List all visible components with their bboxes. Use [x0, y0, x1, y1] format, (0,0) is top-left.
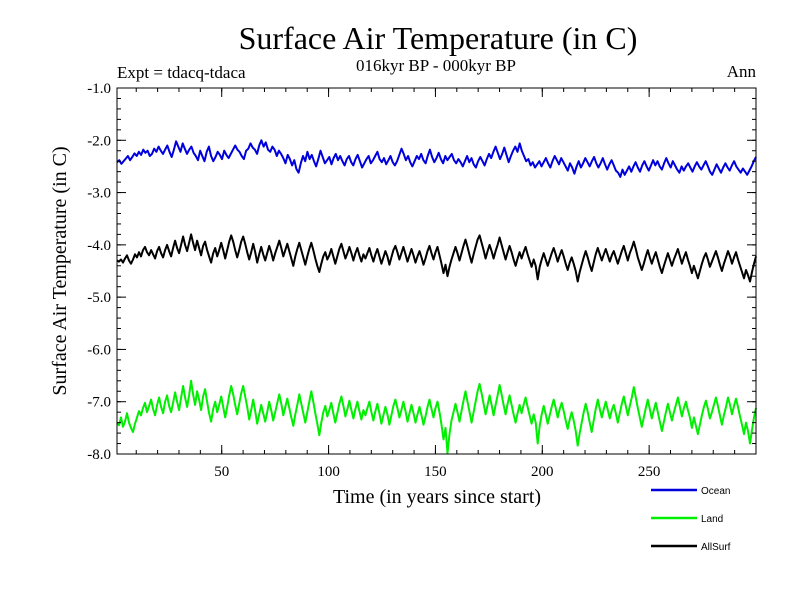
series-line-allsurf	[116, 233, 757, 283]
y-tick-label: -1.0	[87, 81, 111, 97]
y-tick-label: -8.0	[87, 447, 111, 463]
x-tick-label: 150	[424, 464, 447, 480]
plot-frame	[116, 87, 757, 455]
chart-title: Surface Air Temperature (in C)	[239, 20, 638, 56]
y-tick-label: -2.0	[87, 133, 111, 149]
series-line-land	[116, 379, 757, 454]
y-tick-label: -4.0	[87, 238, 111, 254]
y-tick-label: -6.0	[87, 342, 111, 358]
axis-layer: -1.0 -2.0 -3.0 -4.0 -5.0 -6.0 -7.0 -8.0 50 100 150…	[87, 81, 757, 480]
season-label: Ann	[727, 62, 757, 81]
x-tick-label: 250	[638, 464, 661, 480]
x-tick-label: 100	[317, 464, 340, 480]
y-tick-label: -7.0	[87, 395, 111, 411]
x-tick-label: 50	[214, 464, 229, 480]
legend-label-allsurf: AllSurf	[701, 542, 731, 553]
legend-label-land: Land	[701, 514, 723, 525]
y-tick-label: -3.0	[87, 186, 111, 202]
legend-label-ocean: Ocean	[701, 486, 730, 497]
series-layer	[116, 139, 757, 454]
legend: Ocean Land AllSurf	[651, 486, 731, 553]
y-axis-label: Surface Air Temperature (in C)	[49, 146, 71, 395]
y-tick-label: -5.0	[87, 290, 111, 306]
x-tick-label: 200	[531, 464, 554, 480]
chart-subtitle: 016kyr BP - 000kyr BP	[356, 56, 516, 75]
series-line-ocean	[116, 139, 757, 178]
experiment-label: Expt = tdacq-tdaca	[117, 63, 246, 82]
x-axis-label: Time (in years since start)	[333, 486, 541, 508]
